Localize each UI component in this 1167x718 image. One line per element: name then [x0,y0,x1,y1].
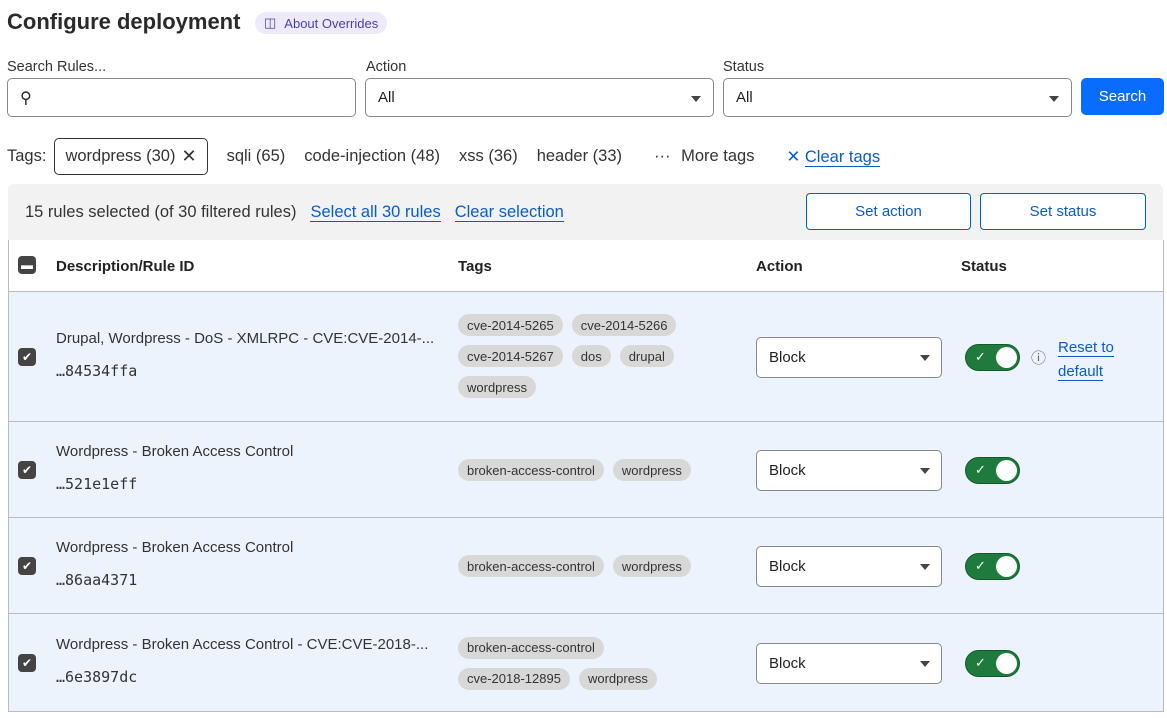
tag-pill: dos [571,345,611,367]
action-select[interactable]: Block [756,643,942,684]
action-select[interactable]: Block [756,450,942,491]
tag-pill: broken-access-control [458,555,604,577]
column-header: Tags [458,258,492,275]
chevron-down-icon [920,355,930,361]
table-row: ✔ Wordpress - Broken Access Control - CV… [9,614,1163,712]
rule-description: Wordpress - Broken Access Control [56,539,294,556]
tag-pill: cve-2014-5265 [458,314,563,336]
chevron-down-icon [920,661,930,667]
rules-table: ▬ Description/Rule ID Tags Action Status… [8,240,1164,712]
info-icon[interactable]: ⓘ [1031,350,1047,367]
action-label: Action [366,59,407,75]
tag-pill: drupal [619,345,674,367]
table-row: ✔ Wordpress - Broken Access Control …521… [9,422,1163,518]
check-icon: ✓ [975,349,986,364]
tag-option[interactable]: xss (36) [459,147,518,165]
selected-tag-chip[interactable]: wordpress (30) ✕ [54,138,208,175]
tag-pill: cve-2018-12895 [458,667,570,690]
close-icon: ✕ [786,147,801,166]
clear-selection-link[interactable]: Clear selection [454,202,564,222]
rule-id: …6e3897dc [56,668,138,686]
page-title: Configure deployment [7,9,241,34]
column-header: Action [756,258,803,275]
status-select[interactable]: All [723,78,1072,117]
select-all-checkbox[interactable]: ▬ [18,256,36,274]
more-tags-button[interactable]: ··· More tags [654,147,755,165]
rule-id: …521e1eff [56,475,138,493]
chevron-down-icon [691,96,701,102]
tag-pill: broken-access-control [458,636,604,659]
rule-description: Wordpress - Broken Access Control - CVE:… [56,636,429,653]
row-checkbox[interactable]: ✔ [18,654,36,672]
row-checkbox[interactable]: ✔ [18,348,36,366]
status-toggle[interactable]: ✓ [965,650,1020,677]
check-icon: ✓ [975,558,986,573]
book-icon: ◫ [264,15,277,30]
chevron-down-icon [920,564,930,570]
about-overrides-link[interactable]: ◫ About Overrides [255,12,388,34]
table-header: ▬ Description/Rule ID Tags Action Status [9,240,1163,292]
check-icon: ✓ [975,655,986,670]
action-select[interactable]: All [365,78,714,117]
tag-pill: wordpress [458,376,536,398]
rule-tags: broken-access-control wordpress [458,459,718,481]
search-input[interactable]: ⚲ [7,78,356,117]
tags-label: Tags: [7,147,47,165]
action-select[interactable]: Block [756,337,942,378]
row-checkbox[interactable]: ✔ [18,557,36,575]
rule-tags: broken-access-control cve-2018-12895 wordp… [458,636,718,690]
column-header: Description/Rule ID [56,258,195,275]
column-header: Status [961,258,1007,275]
select-all-link[interactable]: Select all 30 rules [310,202,441,222]
tag-pill: wordpress [612,555,691,577]
check-icon: ✓ [975,462,986,477]
rule-tags: cve-2014-5265 cve-2014-5266 cve-2014-5267 d… [458,314,718,398]
status-label: Status [723,59,765,75]
tag-option[interactable]: code-injection (48) [304,147,441,165]
table-row: ✔ Wordpress - Broken Access Control …86a… [9,518,1163,614]
ellipsis-icon: ··· [654,147,671,165]
rule-id: …84534ffa [56,362,138,380]
search-label: Search Rules... [7,59,107,75]
rule-description: Wordpress - Broken Access Control [56,443,294,460]
tag-pill: broken-access-control [458,459,604,481]
tag-option[interactable]: sqli (65) [226,147,286,165]
close-icon[interactable]: ✕ [181,146,197,166]
rule-description: Drupal, Wordpress - DoS - XMLRPC - CVE:C… [56,330,435,347]
table-row: ✔ Drupal, Wordpress - DoS - XMLRPC - CVE… [9,292,1163,422]
status-toggle[interactable]: ✓ [965,457,1020,484]
selection-summary: 15 rules selected (of 30 filtered rules) [25,202,297,221]
rule-id: …86aa4371 [56,571,138,589]
reset-to-default-link[interactable]: Reset to default [1058,339,1114,381]
row-checkbox[interactable]: ✔ [18,461,36,479]
set-status-button[interactable]: Set status [980,193,1146,230]
clear-tags-button[interactable]: ✕ Clear tags [786,147,881,167]
tag-pill: cve-2014-5266 [571,314,677,336]
chevron-down-icon [1049,96,1059,102]
status-toggle[interactable]: ✓ [965,553,1020,580]
chevron-down-icon [920,468,930,474]
tag-pill: wordpress [612,459,691,481]
set-action-button[interactable]: Set action [806,193,971,230]
tag-option[interactable]: header (33) [536,147,623,165]
status-toggle[interactable]: ✓ [965,344,1020,371]
tag-pill: cve-2014-5267 [458,345,563,367]
search-button[interactable]: Search [1081,78,1164,115]
action-select[interactable]: Block [756,546,942,587]
tag-pill: wordpress [578,667,657,690]
rule-tags: broken-access-control wordpress [458,555,718,577]
tag-filter-bar: Tags: wordpress (30) ✕ sqli (65) code-inj… [7,138,881,175]
search-icon: ⚲ [20,89,32,107]
